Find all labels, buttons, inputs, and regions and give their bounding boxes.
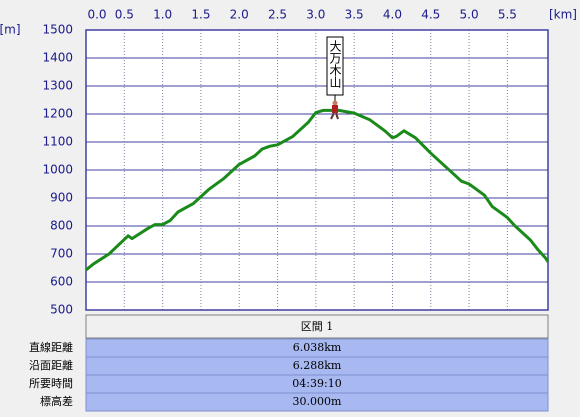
table-value: 04:39:10 xyxy=(292,377,341,390)
annotation: 大万木山 xyxy=(328,40,342,88)
plot-frame xyxy=(85,29,549,311)
y-tick-label: 600 xyxy=(50,275,73,289)
table-header-cell xyxy=(85,314,549,339)
x-tick-label: 1.5 xyxy=(191,8,210,22)
y-tick-label: 700 xyxy=(50,247,73,261)
y-unit: [m] xyxy=(0,23,21,37)
table-value-cell xyxy=(85,392,549,412)
table-row-label: 標高差 xyxy=(40,394,73,408)
table-row-label: 沿面距離 xyxy=(29,358,73,372)
x-tick-label: 5.5 xyxy=(498,8,517,22)
x-tick-label: 4.0 xyxy=(383,8,402,22)
hiker-leg xyxy=(330,112,335,120)
x-unit: [km] xyxy=(549,8,577,22)
y-tick-label: 1500 xyxy=(42,23,73,37)
x-tick-label: 0.5 xyxy=(115,8,134,22)
table-value: 30.000m xyxy=(293,395,342,408)
y-tick-label: 1000 xyxy=(42,163,73,177)
x-tick-label: 1.0 xyxy=(153,8,172,22)
table-row-label: 直線距離 xyxy=(29,340,73,354)
y-tick-label: 800 xyxy=(50,219,73,233)
elevation-line xyxy=(85,108,550,272)
hiker-leg xyxy=(335,112,339,120)
x-tick-label: 0.0 xyxy=(87,8,106,22)
table-value: 6.288km xyxy=(293,359,342,372)
x-tick-label: 2.0 xyxy=(230,8,249,22)
y-tick-label: 1200 xyxy=(42,107,73,121)
hiker-head xyxy=(332,100,338,106)
x-tick-label: 3.0 xyxy=(306,8,325,22)
y-tick-label: 900 xyxy=(50,191,73,205)
x-tick-label: 3.5 xyxy=(345,8,364,22)
hiker-body xyxy=(332,105,339,113)
table-value: 6.038km xyxy=(293,341,342,354)
x-tick-label: 4.5 xyxy=(421,8,440,22)
y-tick-label: 1300 xyxy=(42,79,73,93)
table-row-label: 所要時間 xyxy=(29,377,73,390)
y-tick-label: 1400 xyxy=(42,51,73,65)
table-header: 区間 1 xyxy=(301,320,334,333)
x-tick-label: 5.0 xyxy=(460,8,479,22)
x-tick-label: 2.5 xyxy=(268,8,287,22)
y-tick-label: 500 xyxy=(50,303,73,317)
y-tick-label: 1100 xyxy=(42,135,73,149)
